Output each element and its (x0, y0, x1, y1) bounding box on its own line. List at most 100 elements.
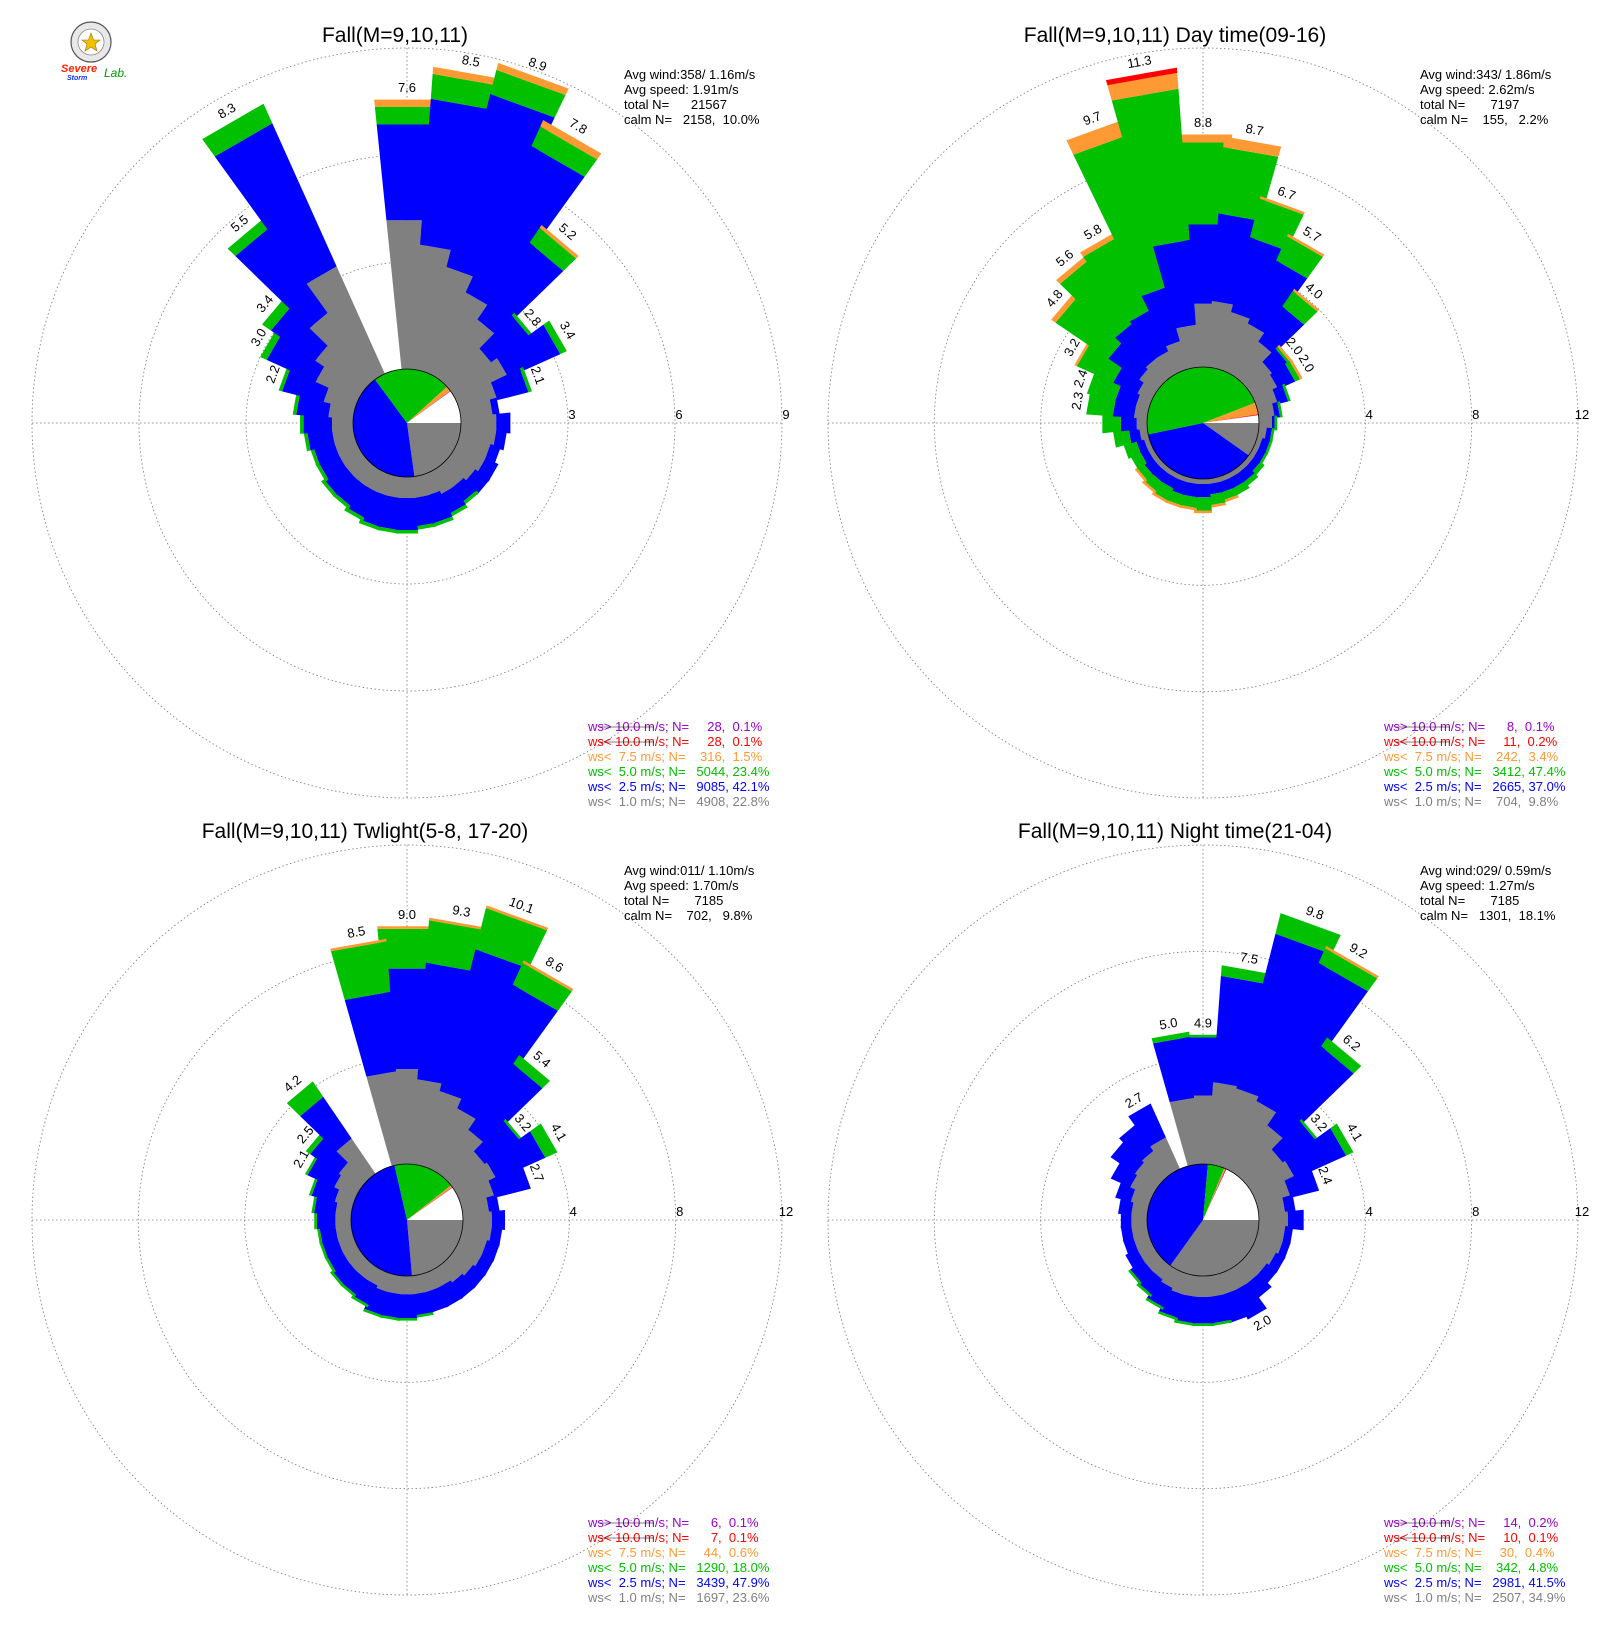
bar-label-20: 10.1 (507, 894, 536, 917)
bar-seg-50-blue (1271, 1120, 1318, 1165)
bar-seg-40-blue (1258, 306, 1305, 355)
bar-label-40: 5.2 (556, 220, 579, 243)
bar-seg-300-blue (266, 332, 326, 382)
bar-label-0: 9.0 (398, 907, 416, 922)
pie-slice-red (407, 1187, 453, 1220)
bar-seg-20-blue (439, 949, 529, 1101)
bar-seg-40-blue (477, 242, 564, 336)
legend-entry-orange: ws< 7.5 m/s; N= 30, 0.4% (1383, 1545, 1555, 1560)
bar-seg-340-green (1073, 134, 1169, 296)
bar-label-300: 3.0 (247, 326, 269, 349)
bar-seg-220-green (340, 1283, 357, 1298)
bar-seg-80-blue (1272, 401, 1281, 418)
pie-slice-orange (1203, 402, 1259, 423)
bar-seg-290-blue (282, 366, 330, 402)
bar-seg-30-green (531, 126, 598, 177)
legend-entry-orange: ws< 7.5 m/s; N= 316, 1.5% (587, 749, 763, 764)
legend-entry-green: ws< 5.0 m/s; N= 3412, 47.4% (1383, 764, 1566, 779)
bar-seg-270-gray (1136, 416, 1148, 430)
bar-seg-80-blue (486, 1194, 500, 1214)
bar-seg-180-green (395, 529, 419, 534)
info-line-3: total N= 7185 (1420, 893, 1519, 908)
bar-seg-270-gray (335, 1212, 352, 1228)
bar-seg-250-blue (1122, 1237, 1139, 1256)
pie-slice-orange (1203, 1168, 1226, 1220)
legend-entry-gray: ws< 1.0 m/s; N= 1697, 23.6% (587, 1590, 770, 1605)
bar-seg-100-green (1269, 428, 1275, 443)
bar-seg-190-gray (386, 474, 404, 499)
bar-seg-50-green (503, 1118, 524, 1143)
bar-seg-220-green (332, 492, 351, 509)
bar-seg-270-blue (316, 1210, 336, 1230)
bar-seg-60-green (530, 1123, 558, 1158)
bar-seg-10-gray (411, 1079, 446, 1167)
ring-label-1: 4 (1366, 1204, 1373, 1219)
bar-label-70: 2.7 (527, 1162, 547, 1184)
bar-seg-180-blue (396, 498, 418, 530)
bar-label-60: 4.1 (1344, 1121, 1366, 1144)
bar-seg-0-orange (377, 926, 437, 929)
bar-seg-320-blue (1119, 1123, 1156, 1161)
bar-seg-150-gray (429, 466, 454, 496)
bar-seg-60-green (1330, 1123, 1354, 1156)
legend-entry-blue: ws< 2.5 m/s; N= 3439, 47.9% (587, 1575, 770, 1590)
ring-label-3: 12 (779, 1204, 793, 1219)
pie-slice-blue (350, 1165, 412, 1277)
bar-seg-10-blue (1213, 975, 1270, 1087)
bar-seg-30-orange (522, 960, 574, 992)
bar-seg-0-green (374, 106, 440, 125)
bar-label-330: 8.3 (215, 100, 238, 122)
bar-seg-20-blue (1231, 237, 1287, 320)
bar-seg-10-green (430, 73, 503, 111)
bar-seg-60-green (1285, 360, 1301, 382)
bar-label-10: 8.5 (461, 52, 481, 70)
info-line-4: calm N= 702, 9.8% (624, 908, 753, 923)
pie-slice-red (1203, 1168, 1226, 1220)
bar-label-10: 7.5 (1239, 949, 1259, 967)
bar-seg-180-blue (1192, 1296, 1214, 1324)
info-line-4: calm N= 155, 2.2% (1420, 112, 1549, 127)
bar-seg-290-green (278, 365, 291, 392)
legend-entry-purple: ws> 10.0 m/s; N= 8, 0.1% (1383, 719, 1555, 734)
bar-seg-310-green (1055, 295, 1124, 359)
bar-seg-200-green (362, 1308, 383, 1319)
bar-label-0: 4.9 (1194, 1016, 1212, 1031)
bar-seg-350-green (1111, 88, 1190, 247)
bar-seg-260-blue (306, 428, 335, 451)
pie-outline (350, 1163, 464, 1277)
bar-seg-40-blue (468, 1063, 543, 1144)
bar-seg-40-green (529, 227, 577, 271)
bar-seg-30-blue (457, 984, 558, 1121)
bar-seg-10-gray (1207, 1081, 1241, 1167)
bar-seg-250-blue (1135, 438, 1148, 454)
pie-slice-blue (1147, 1164, 1208, 1266)
info-line-2: Avg speed: 1.70m/s (624, 878, 739, 893)
bar-seg-100-gray (458, 426, 497, 448)
bar-label-330: 2.7 (1122, 1089, 1145, 1111)
bar-seg-180-blue (397, 1294, 417, 1319)
bar-seg-60-gray (1248, 374, 1279, 401)
legend-entry-blue: ws< 2.5 m/s; N= 2665, 37.0% (1383, 779, 1566, 794)
bar-seg-10-blue (1211, 213, 1261, 306)
bar-seg-260-gray (335, 1224, 354, 1240)
bar-seg-350-blue (344, 991, 397, 1077)
bar-seg-310-gray (315, 343, 370, 393)
bar-seg-90-green (1274, 415, 1278, 431)
bar-seg-50-green (1275, 346, 1292, 365)
bar-seg-200-blue (1158, 1289, 1185, 1319)
bar-seg-80-blue (489, 397, 500, 417)
logo-text-lab: Lab. (104, 66, 127, 80)
bar-seg-320-gray (1145, 356, 1172, 384)
bar-seg-210-orange (1151, 492, 1169, 504)
bar-seg-290-gray (334, 1187, 357, 1207)
legend-entry-green: ws< 5.0 m/s; N= 1290, 18.0% (587, 1560, 770, 1575)
bar-seg-150-gray (1225, 468, 1239, 479)
bar-seg-210-green (350, 1295, 369, 1308)
pie-slice-blue (353, 379, 415, 477)
bar-seg-320-orange (1056, 253, 1091, 284)
bar-seg-60-gray (452, 1162, 497, 1198)
bar-seg-90-gray (462, 1211, 492, 1229)
ring-label-1: 4 (570, 1204, 577, 1219)
bar-seg-220-blue (335, 475, 365, 507)
bar-seg-280-green (292, 391, 301, 415)
